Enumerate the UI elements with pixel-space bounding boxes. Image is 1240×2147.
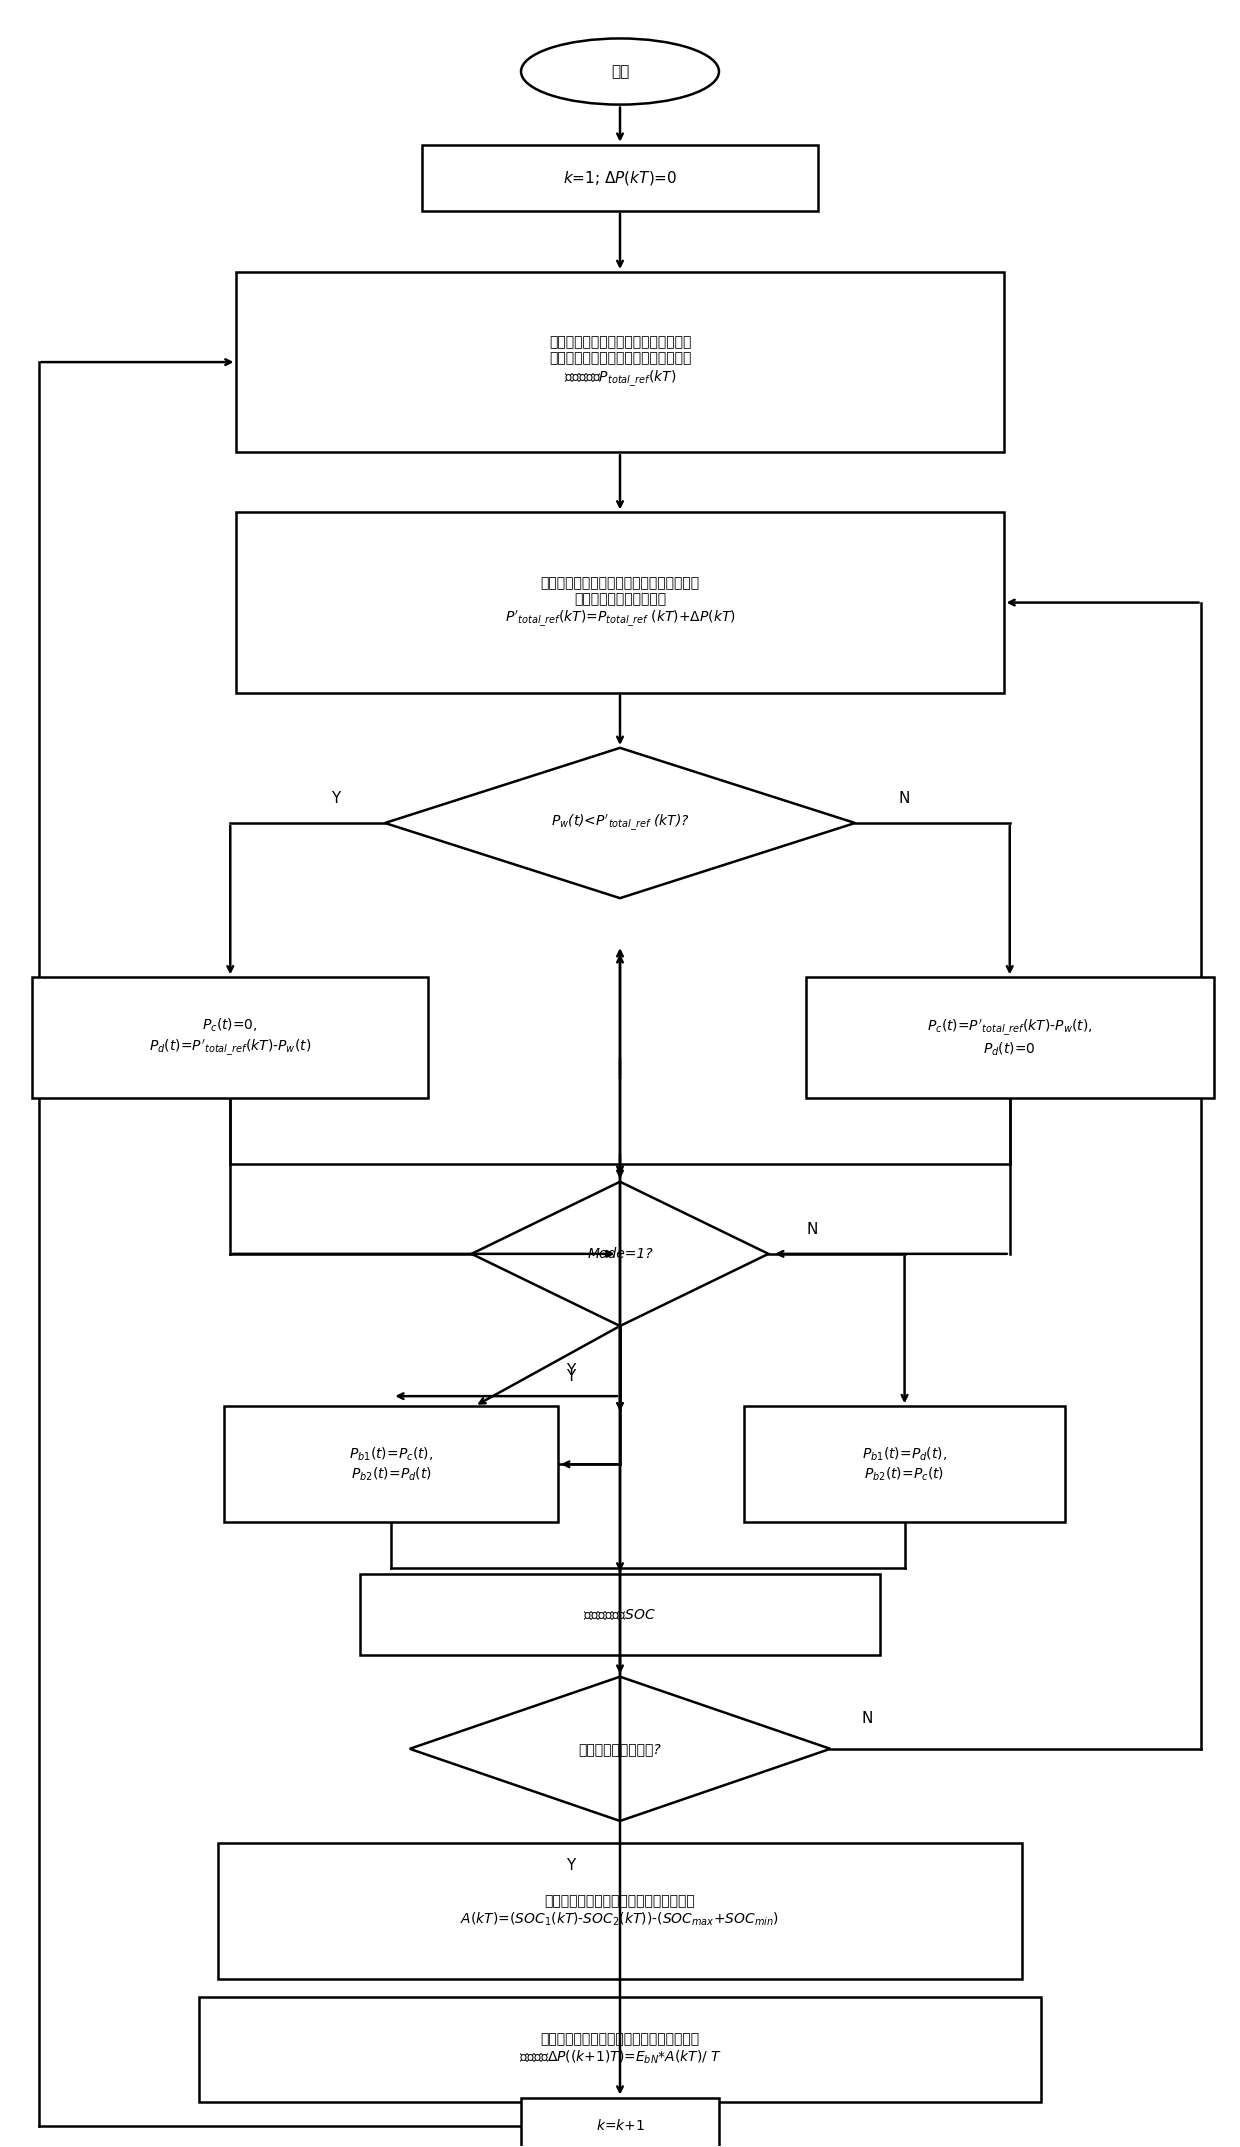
Text: Y: Y	[331, 792, 340, 807]
Text: $k$=$k$+1: $k$=$k$+1	[595, 2119, 645, 2134]
Text: $P_{b1}$($t$)=$P_c$($t$),
$P_{b2}$($t$)=$P_d$($t$): $P_{b1}$($t$)=$P_c$($t$), $P_{b2}$($t$)=…	[348, 1445, 433, 1484]
Text: 计算风电场下一控制周期基础参考输出功率
修正值：$\Delta P$(($k$+1)$T$)=$E_{bN}$*$A$($kT$)/ $T$: 计算风电场下一控制周期基础参考输出功率 修正值：$\Delta P$(($k$+…	[518, 2033, 722, 2065]
FancyBboxPatch shape	[32, 977, 428, 1097]
Text: 计算两电池组$SOC$: 计算两电池组$SOC$	[583, 1608, 657, 1621]
FancyBboxPatch shape	[422, 144, 818, 210]
Text: N: N	[862, 1711, 873, 1726]
FancyBboxPatch shape	[218, 1842, 1022, 1980]
Text: 由风功率超短期预测获得本控制周期平
均风功率预测值，该值为风电场基础参
考输出功率$P_{total\_ref}$($kT$): 由风功率超短期预测获得本控制周期平 均风功率预测值，该值为风电场基础参 考输出功…	[549, 335, 691, 389]
Text: $P_c$($t$)=$P'_{total\_ref}$($kT$)-$P_w$($t$),
$P_d$($t$)=0: $P_c$($t$)=$P'_{total\_ref}$($kT$)-$P_w$…	[926, 1018, 1092, 1058]
FancyBboxPatch shape	[224, 1406, 558, 1522]
Text: $P_c$($t$)=0,
$P_d$($t$)=$P'_{total\_ref}$($kT$)-$P_w$($t$): $P_c$($t$)=0, $P_d$($t$)=$P'_{total\_ref…	[149, 1018, 311, 1058]
Text: N: N	[899, 792, 910, 807]
Text: Y: Y	[565, 1368, 575, 1383]
FancyBboxPatch shape	[360, 1574, 880, 1655]
Ellipse shape	[521, 39, 719, 105]
FancyBboxPatch shape	[237, 273, 1003, 453]
FancyBboxPatch shape	[744, 1406, 1065, 1522]
Text: 本控制周期是否结束?: 本控制周期是否结束?	[579, 1741, 661, 1756]
Polygon shape	[409, 1677, 831, 1821]
Text: Mode=1?: Mode=1?	[588, 1247, 652, 1260]
Text: $P_{b1}$($t$)=$P_d$($t$),
$P_{b2}$($t$)=$P_c$($t$): $P_{b1}$($t$)=$P_d$($t$), $P_{b2}$($t$)=…	[862, 1445, 947, 1484]
FancyBboxPatch shape	[806, 977, 1214, 1097]
Text: N: N	[806, 1222, 817, 1237]
Text: Y: Y	[565, 1363, 575, 1378]
Text: $P_w$($t$)<$P'_{total\_ref}$ ($kT$)?: $P_w$($t$)<$P'_{total\_ref}$ ($kT$)?	[551, 814, 689, 833]
Text: 根据双电池系统充放电能量不平衡度修正风
电场基础参考输出功率：
$P'_{total\_ref}$($kT$)=$P_{total\_ref}$ ($kT$)+: 根据双电池系统充放电能量不平衡度修正风 电场基础参考输出功率： $P'_{tot…	[505, 575, 735, 629]
Text: Y: Y	[565, 1857, 575, 1872]
Polygon shape	[471, 1181, 769, 1327]
FancyBboxPatch shape	[237, 513, 1003, 693]
Text: 开始: 开始	[611, 64, 629, 79]
FancyBboxPatch shape	[521, 2098, 719, 2147]
FancyBboxPatch shape	[200, 1997, 1040, 2102]
Text: 计算本控制周期的充放电能量不平衡度：
$A$($kT$)=($SOC_1$($kT$)-$SOC_2$($kT$))-($SOC_{max}$+$SOC_{mi: 计算本控制周期的充放电能量不平衡度： $A$($kT$)=($SOC_1$($k…	[460, 1894, 780, 1928]
Polygon shape	[384, 747, 856, 897]
Text: $k$=1; $\Delta P$($kT$)=0: $k$=1; $\Delta P$($kT$)=0	[563, 170, 677, 187]
